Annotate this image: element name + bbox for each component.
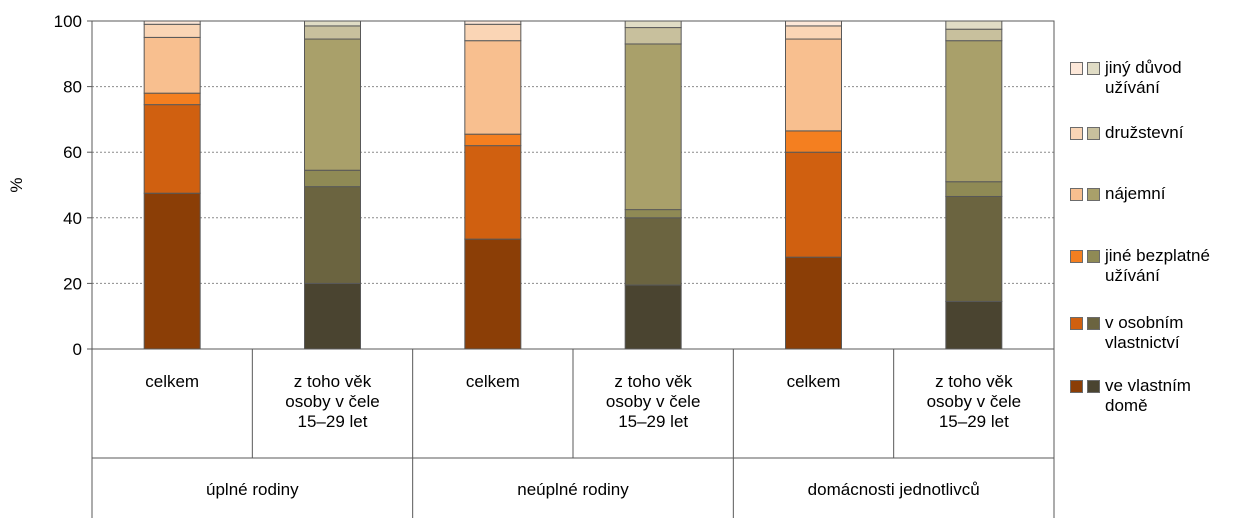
y-tick-label: 20 [63, 274, 82, 293]
bar-segment [624, 27, 682, 45]
bar-segment [143, 104, 201, 194]
bar-segment [143, 23, 201, 38]
bar-segment [304, 20, 361, 27]
legend-item: jiný důvod užívání [1070, 58, 1182, 98]
legend-label: jiné bezplatné užívání [1105, 246, 1210, 285]
y-axis-label: % [7, 177, 26, 192]
bar-segment [464, 40, 522, 135]
bar-segment [304, 38, 361, 171]
legend-swatch [1087, 127, 1100, 140]
legend-swatch [1087, 188, 1100, 201]
bar-segment [464, 23, 522, 42]
legend-item: v osobním vlastnictví [1070, 313, 1183, 353]
y-tick-label: 100 [54, 12, 82, 31]
group-label: domácnosti jednotlivců [808, 480, 980, 499]
legend-item: družstevní [1070, 123, 1183, 143]
bar-segment [624, 43, 682, 211]
bar-segment [464, 238, 522, 350]
legend-swatch [1087, 317, 1100, 330]
category-label: z toho věk osoby v čele 15–29 let [606, 372, 701, 431]
bar-segment [785, 151, 842, 258]
legend-label: jiný důvod užívání [1105, 58, 1182, 97]
legend-swatch [1070, 380, 1083, 393]
bars [143, 20, 1003, 350]
y-tick-label: 0 [73, 340, 82, 359]
bar-segment [304, 186, 361, 284]
bar-segment [143, 92, 201, 106]
category-label: z toho věk osoby v čele 15–29 let [285, 372, 380, 431]
bar-segment [464, 145, 522, 240]
legend-swatch [1070, 188, 1083, 201]
legend-swatch [1070, 62, 1083, 75]
bar-segment [945, 40, 1003, 183]
legend-swatch [1087, 62, 1100, 75]
legend-swatch [1087, 380, 1100, 393]
bar-segment [785, 256, 842, 350]
bar-segment [143, 192, 201, 350]
bar-segment [624, 20, 682, 29]
gridlines [92, 20, 1054, 284]
bar-segment [945, 20, 1003, 30]
category-label: z toho věk osoby v čele 15–29 let [927, 372, 1022, 431]
legend-item: nájemní [1070, 184, 1165, 204]
legend-swatch [1070, 127, 1083, 140]
bar-segment [304, 169, 361, 188]
legend-item: ve vlastním domě [1070, 376, 1191, 416]
category-label: celkem [787, 372, 841, 391]
bar-segment [785, 20, 842, 27]
group-label: úplné rodiny [206, 480, 299, 499]
legend-swatch [1087, 250, 1100, 263]
bar-segment [304, 282, 361, 350]
plot-frame [91, 20, 1055, 350]
y-tick-label: 60 [63, 143, 82, 162]
y-tick-label: 40 [63, 209, 82, 228]
bar-segment [624, 217, 682, 286]
legend: jiný důvod užívání družstevní nájemní jiné … [1070, 0, 1251, 518]
group-label: neúplné rodiny [517, 480, 629, 499]
bar-segment [945, 181, 1003, 197]
y-tick-label: 80 [63, 78, 82, 97]
bar-segment [945, 300, 1003, 350]
bar-segment [304, 25, 361, 40]
legend-swatch [1070, 317, 1083, 330]
bar-segment [624, 209, 682, 219]
bar-segment [624, 284, 682, 350]
category-label: celkem [145, 372, 199, 391]
legend-item: jiné bezplatné užívání [1070, 246, 1210, 286]
bar-segment [143, 36, 201, 94]
bar-segment [945, 195, 1003, 302]
legend-swatch [1070, 250, 1083, 263]
bar-segment [785, 38, 842, 132]
bar-segment [785, 130, 842, 153]
bar-segment [785, 25, 842, 40]
legend-label: družstevní [1105, 123, 1184, 142]
category-label: celkem [466, 372, 520, 391]
legend-label: ve vlastním domě [1105, 376, 1191, 415]
legend-label: v osobním vlastnictví [1105, 313, 1184, 352]
bar-segment [464, 133, 522, 147]
legend-label: nájemní [1105, 184, 1166, 203]
axes [87, 20, 1055, 518]
labels: 0 20 40 60 80 100% celkem z toho věk osoby v čel… [7, 12, 1021, 499]
bar-segment [945, 28, 1003, 42]
